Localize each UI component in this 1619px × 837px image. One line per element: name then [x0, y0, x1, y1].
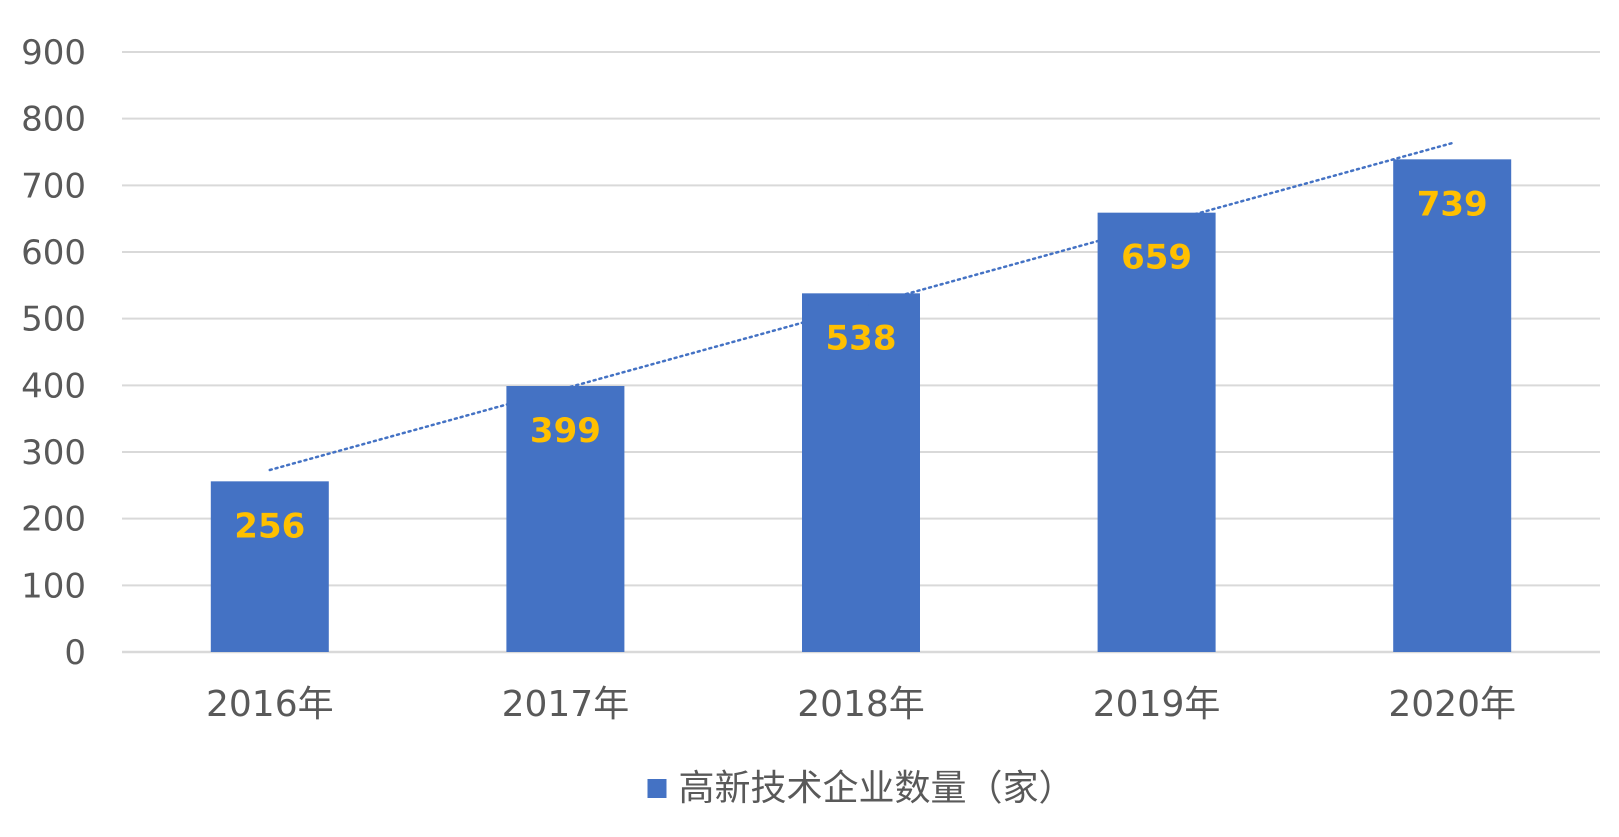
- x-category-label: 2018年: [797, 684, 925, 725]
- bar: [506, 386, 625, 652]
- data-label: 739: [1417, 184, 1488, 224]
- legend: 高新技术企业数量（家）: [647, 768, 1075, 809]
- x-category-label: 2020年: [1388, 684, 1516, 725]
- bar: [210, 481, 329, 652]
- bar: [1393, 159, 1512, 653]
- legend-label: 高新技术企业数量（家）: [678, 768, 1074, 809]
- data-labels: 256 399 538 659 739: [234, 184, 1487, 546]
- y-tick-label: 800: [21, 100, 86, 140]
- data-label: 256: [234, 506, 305, 546]
- y-tick-label: 400: [21, 366, 86, 406]
- bar: [1097, 212, 1216, 652]
- trendline-layer: [268, 141, 1454, 472]
- y-tick-label: 100: [21, 566, 86, 606]
- x-category-label: 2017年: [502, 684, 630, 725]
- bar: [802, 293, 920, 652]
- data-label: 659: [1121, 238, 1192, 278]
- y-tick-label: 500: [21, 300, 86, 340]
- x-category-label: 2019年: [1093, 684, 1221, 725]
- x-category-label: 2016年: [206, 684, 334, 725]
- legend-swatch: [647, 779, 667, 798]
- y-tick-label: 200: [21, 500, 86, 540]
- x-axis-category-labels: 2016年 2017年 2018年 2019年 2020年: [206, 684, 1516, 725]
- y-tick-label: 300: [21, 433, 86, 473]
- y-tick-label: 600: [21, 233, 86, 273]
- trendline: [268, 141, 1454, 472]
- y-tick-label: 700: [21, 166, 86, 206]
- data-label: 538: [826, 318, 897, 358]
- y-axis-tick-labels: 0 100 200 300 400 500 600 700 800 900: [21, 33, 86, 673]
- bars: [210, 159, 1512, 653]
- y-tick-label: 900: [21, 33, 86, 73]
- y-tick-label: 0: [64, 633, 86, 673]
- data-label: 399: [530, 411, 601, 451]
